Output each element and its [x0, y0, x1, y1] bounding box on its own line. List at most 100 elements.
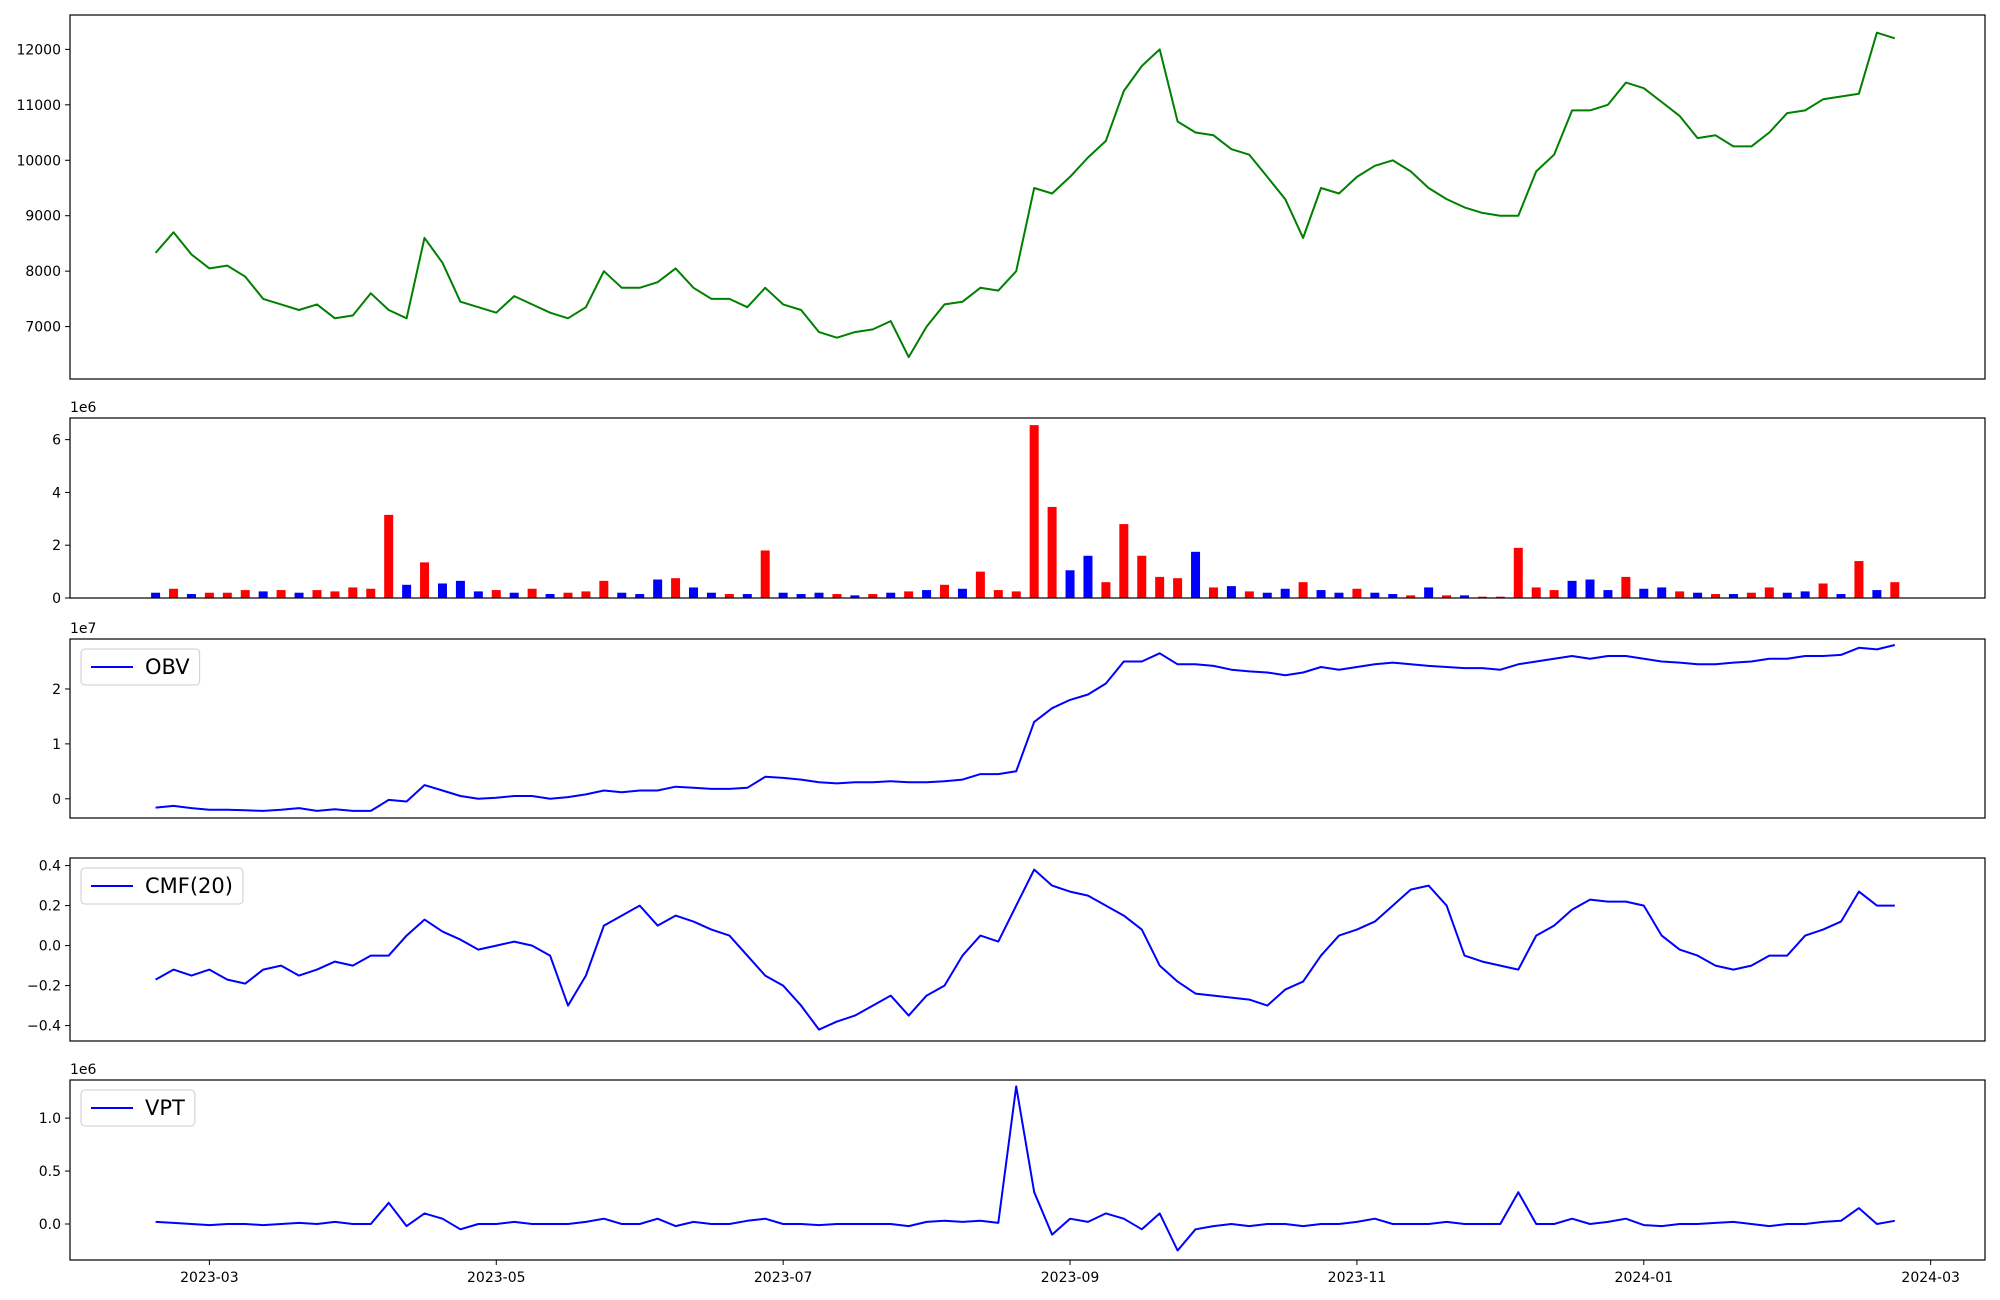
- volume-bar: [1334, 592, 1344, 598]
- volume-bar: [1370, 592, 1380, 598]
- volume-bar: [455, 580, 465, 598]
- volume-bar: [437, 583, 447, 598]
- volume-bar: [1065, 570, 1075, 598]
- volume-bar: [1280, 588, 1290, 598]
- volume-bar: [599, 580, 609, 598]
- volume-bar: [402, 584, 412, 598]
- volume-bar: [1459, 595, 1469, 598]
- y-tick-label: 9000: [25, 209, 61, 225]
- volume-bar: [204, 592, 214, 598]
- volume-bar: [563, 592, 573, 598]
- y-tick-label: 10000: [16, 153, 61, 169]
- volume-bar: [993, 590, 1003, 598]
- y-tick-label: 1.0: [39, 1111, 61, 1127]
- volume-bar: [814, 592, 824, 598]
- volume-bar: [1047, 506, 1057, 598]
- volume-bar: [724, 594, 734, 598]
- volume-bar: [1728, 594, 1738, 598]
- y-tick-label: −0.2: [27, 979, 61, 995]
- volume-bar: [886, 592, 896, 598]
- volume-bar: [1693, 592, 1703, 598]
- y-tick-label: 2: [52, 682, 61, 698]
- y-tick-label: 0: [52, 591, 61, 607]
- volume-bar: [940, 584, 950, 598]
- x-tick-label: 2023-07: [754, 1270, 813, 1286]
- offset-label: 1e7: [70, 621, 96, 637]
- volume-bar: [384, 514, 394, 598]
- volume-bar: [1567, 580, 1577, 598]
- legend-label: CMF(20): [145, 874, 233, 898]
- axes-frame: [69, 638, 1986, 819]
- volume-bar: [151, 592, 161, 598]
- volume-bar: [1872, 590, 1882, 598]
- y-tick-label: 7000: [25, 320, 61, 336]
- volume-bar: [832, 594, 842, 598]
- volume-bar: [1836, 594, 1846, 598]
- volume-bar: [868, 594, 878, 598]
- volume-bar: [850, 595, 860, 598]
- y-tick-label: 12000: [16, 42, 61, 58]
- volume-bar: [222, 592, 232, 598]
- series-line: [154, 31, 1896, 359]
- offset-label: 1e6: [70, 1062, 97, 1078]
- volume-bar: [1244, 591, 1254, 598]
- volume-bar: [904, 591, 914, 598]
- legend: [80, 1089, 196, 1127]
- volume-bar: [922, 590, 932, 598]
- volume-bar: [671, 578, 681, 598]
- volume-bar: [509, 592, 519, 598]
- volume-bar: [635, 594, 645, 598]
- y-tick-label: 6: [52, 433, 61, 449]
- legend-label: OBV: [145, 655, 190, 679]
- volume-bar: [706, 592, 716, 598]
- volume-bar: [276, 590, 286, 598]
- volume-bar: [1746, 592, 1756, 598]
- axes-frame: [69, 417, 1986, 599]
- volume-bar: [1406, 595, 1416, 598]
- volume-bar: [1603, 590, 1613, 598]
- volume-bar: [348, 587, 358, 598]
- volume-bar: [1711, 594, 1721, 598]
- volume-bar: [312, 590, 322, 598]
- y-tick-label: 8000: [25, 264, 61, 280]
- volume-bar: [1890, 582, 1900, 598]
- offset-label: 1e6: [70, 400, 97, 416]
- x-tick-label: 2023-05: [467, 1270, 526, 1286]
- volume-bar: [1764, 587, 1774, 598]
- y-tick-label: −0.4: [27, 1019, 61, 1035]
- x-tick-label: 2024-03: [1901, 1270, 1960, 1286]
- volume-bar: [957, 588, 967, 598]
- volume-bar: [1298, 582, 1308, 598]
- volume-bar: [366, 588, 376, 598]
- volume-bar: [742, 594, 752, 598]
- volume-bar: [1531, 587, 1541, 598]
- x-tick-label: 2023-03: [180, 1270, 239, 1286]
- y-tick-label: 0.5: [39, 1164, 61, 1180]
- axes-frame: [69, 857, 1986, 1042]
- volume-bar: [527, 588, 537, 598]
- volume-bar: [169, 588, 179, 598]
- volume-bar: [1173, 578, 1183, 598]
- volume-bar: [1226, 586, 1236, 598]
- volume-bar: [1800, 591, 1810, 598]
- volume-bar: [473, 591, 483, 598]
- volume-bar: [1477, 596, 1487, 598]
- x-tick-label: 2023-11: [1328, 1270, 1387, 1286]
- y-tick-label: 4: [52, 485, 61, 501]
- volume-bar: [491, 590, 501, 598]
- volume-bar: [545, 594, 555, 598]
- volume-bar: [1262, 592, 1272, 598]
- x-tick-label: 2023-09: [1041, 1270, 1100, 1286]
- volume-bar: [1316, 590, 1326, 598]
- volume-bar: [1137, 555, 1147, 598]
- volume-bar: [1495, 596, 1505, 598]
- volume-bar: [330, 591, 340, 598]
- volume-bar: [1854, 561, 1864, 598]
- legend-label: VPT: [145, 1096, 185, 1120]
- y-tick-label: 0.0: [39, 1217, 61, 1233]
- y-tick-label: 0.0: [39, 939, 61, 955]
- volume-bar: [1029, 425, 1039, 598]
- volume-bar: [1585, 579, 1595, 598]
- volume-bar: [760, 550, 770, 598]
- series-line: [155, 1085, 1895, 1252]
